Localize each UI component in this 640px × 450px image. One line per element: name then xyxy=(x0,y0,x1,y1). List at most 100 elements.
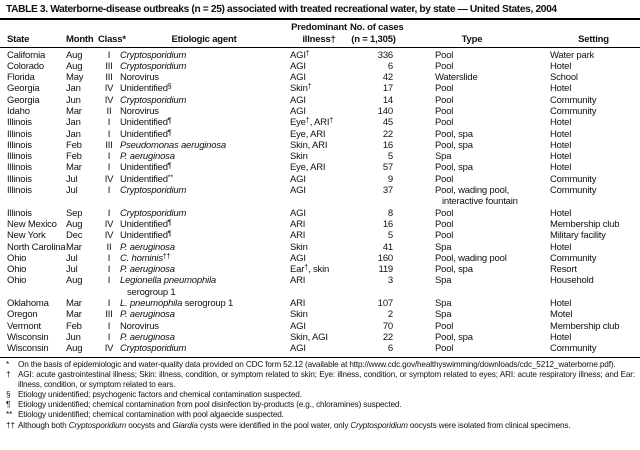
cell-month: Aug xyxy=(64,61,98,72)
text-segment: Etiology unidentified; chemical contamin… xyxy=(18,410,284,420)
text-segment: Etiology unidentified; psychogenic facto… xyxy=(18,390,302,400)
header-spacer xyxy=(0,20,64,34)
cell-cases: 6 xyxy=(350,343,397,357)
footnote: †† Although both Cryptosporidium oocysts … xyxy=(6,421,635,431)
footnote: ** Etiology unidentified; chemical contam… xyxy=(6,410,635,420)
cell-text: 41 xyxy=(382,241,393,253)
cell-type: Pool xyxy=(397,106,547,117)
cell-text: Jul xyxy=(66,185,78,197)
text-segment: Unidentified xyxy=(120,117,168,129)
table-row: Illinois Mar I Unidentified¶ Eye, ARI 57 Pool,… xyxy=(0,162,640,173)
cell-illness: AGI xyxy=(288,72,350,83)
cell-illness: AGI xyxy=(288,208,350,219)
cell-type: Spa xyxy=(397,275,547,298)
cell-text: I xyxy=(107,162,111,174)
cell-state: Ohio xyxy=(0,264,64,275)
cell-text: Dec xyxy=(66,230,83,242)
cell-text: California xyxy=(7,49,46,61)
cell-text: I xyxy=(107,331,111,343)
cell-setting: Community xyxy=(547,95,640,106)
cell-text: II xyxy=(106,241,112,253)
text-segment: P. aeruginosa xyxy=(120,264,175,276)
cell-text: Community xyxy=(550,173,597,185)
footnote: * On the basis of epidemiologic and water… xyxy=(6,360,635,370)
cell-text: Ohio xyxy=(7,252,27,264)
cell-text: Membership club xyxy=(550,218,620,230)
cell-text: 336 xyxy=(377,49,393,61)
cell-agent: Cryptosporidium xyxy=(120,343,288,357)
cell-illness: AGI xyxy=(288,185,350,208)
cell-setting: Hotel xyxy=(547,208,640,219)
cell-month: Jul xyxy=(64,253,98,264)
cell-text: Jun xyxy=(66,331,81,343)
cell-text: IV xyxy=(104,94,114,106)
cell-class: I xyxy=(98,298,120,309)
cell-text: 16 xyxy=(382,218,393,230)
cell-month: Jun xyxy=(64,95,98,106)
cell-type: Spa xyxy=(397,298,547,309)
cell-type: Pool xyxy=(397,47,547,61)
cell-month: Jul xyxy=(64,185,98,208)
text-segment: AGI: acute gastrointestinal illness; Ski… xyxy=(18,370,635,390)
cell-text: Pool xyxy=(435,49,454,61)
table-body: California Aug I Cryptosporidium AGI† 336 Pool… xyxy=(0,47,640,357)
cell-text: Community xyxy=(550,343,597,355)
cell-illness: Skin xyxy=(288,151,350,162)
cell-text: AGI xyxy=(290,173,306,185)
cell-text: Hotel xyxy=(550,117,572,129)
text-segment: Cryptosporidium xyxy=(120,185,187,197)
cell-text: AGI xyxy=(290,60,306,72)
cell-text: Aug xyxy=(66,343,83,355)
col-header-etiologic-agent: Etiologic agent xyxy=(120,33,288,48)
cell-text: Hotel xyxy=(550,298,572,310)
cell-state: Illinois xyxy=(0,162,64,173)
header-spacer xyxy=(98,20,120,34)
cell-class: IV xyxy=(98,343,120,357)
table-row: North Carolina Mar II P. aeruginosa Skin 41 Sp… xyxy=(0,242,640,253)
cell-text: Pool xyxy=(435,94,454,106)
footnotes: * On the basis of epidemiologic and water… xyxy=(0,358,640,431)
cell-agent: Cryptosporidium xyxy=(120,61,288,72)
cell-illness: Eye, ARI xyxy=(288,162,350,173)
cell-text: Illinois xyxy=(7,173,32,185)
cell-text: Hotel xyxy=(550,83,572,95)
text-segment: Unidentified xyxy=(120,128,168,140)
cell-setting: School xyxy=(547,72,640,83)
cell-type: Spa xyxy=(397,242,547,253)
cell-class: IV xyxy=(98,230,120,241)
cell-text: IV xyxy=(104,83,114,95)
cell-state: California xyxy=(0,47,64,61)
table-row: Colorado Aug III Cryptosporidium AGI 6 Pool Hot… xyxy=(0,61,640,72)
cell-text: Pool xyxy=(435,207,454,219)
cell-class: IV xyxy=(98,83,120,94)
header-spacer xyxy=(64,20,98,34)
cell-illness: Eye†, ARI† xyxy=(288,117,350,128)
cell-state: Ohio xyxy=(0,275,64,298)
text-segment: Giardia xyxy=(172,420,198,430)
cell-text: ARI xyxy=(290,230,306,242)
text-segment: Unidentified xyxy=(120,173,168,185)
cell-text: Pool xyxy=(435,117,454,129)
cell-text: Skin xyxy=(290,151,308,163)
cell-text: 9 xyxy=(387,173,393,185)
cell-text: May xyxy=(66,72,84,84)
cell-state: Wisconsin xyxy=(0,343,64,357)
cell-setting: Hotel xyxy=(547,117,640,128)
cell-text: Jul xyxy=(66,264,78,276)
outbreaks-table: Predominant No. of cases State Month Cla… xyxy=(0,20,640,358)
table-row: Illinois Jan I Unidentified¶ Eye, ARI 22 Pool,… xyxy=(0,129,640,140)
cell-type: Pool xyxy=(397,174,547,185)
cell-month: Dec xyxy=(64,230,98,241)
cell-class: II xyxy=(98,242,120,253)
cell-text: Pool xyxy=(435,230,454,242)
cell-illness: ARI xyxy=(288,219,350,230)
cell-text: 22 xyxy=(382,128,393,140)
cell-text: Florida xyxy=(7,72,35,84)
cell-type: Spa xyxy=(397,151,547,162)
cell-setting: Hotel xyxy=(547,298,640,309)
cell-agent: Unidentified§ xyxy=(120,83,288,94)
cell-text: Jan xyxy=(66,117,81,129)
cell-text: Feb xyxy=(66,139,82,151)
cell-cases: 6 xyxy=(350,61,397,72)
cell-text: Pool xyxy=(435,60,454,72)
